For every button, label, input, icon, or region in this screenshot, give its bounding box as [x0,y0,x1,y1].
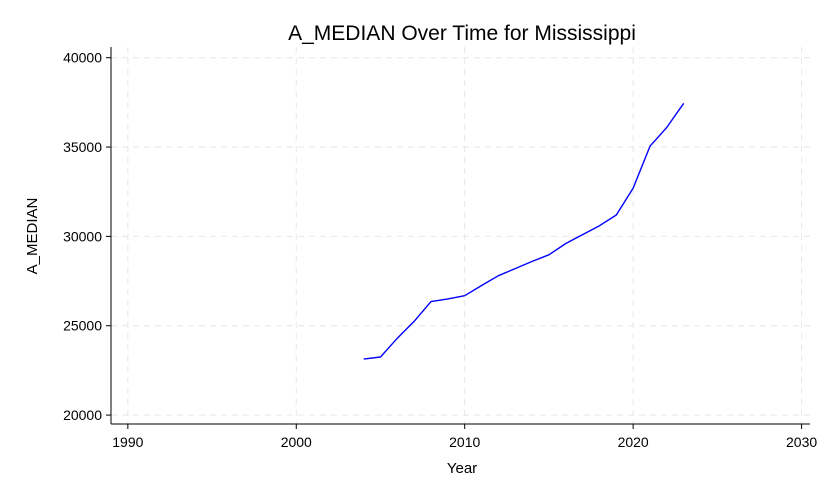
y-axis-label: A_MEDIAN [24,198,41,275]
x-tick-label: 2000 [281,434,312,450]
x-tick-label: 2010 [449,434,480,450]
y-tick-label: 30000 [63,228,102,244]
y-axis-ticks: 20000 25000 30000 35000 40000 [63,50,111,423]
chart-title: A_MEDIAN Over Time for Mississippi [288,22,636,45]
grid-lines [111,47,810,424]
x-tick-label: 2030 [786,434,817,450]
y-tick-label: 40000 [63,50,102,66]
x-axis-ticks: 1990 2000 2010 2020 2030 [112,424,817,450]
y-tick-label: 20000 [63,407,102,423]
x-axis-label: Year [447,460,477,477]
x-tick-label: 2020 [618,434,649,450]
y-tick-label: 25000 [63,318,102,334]
series-layer [363,102,685,360]
x-tick-label: 1990 [112,434,143,450]
series-line [363,102,685,360]
y-tick-label: 35000 [63,139,102,155]
